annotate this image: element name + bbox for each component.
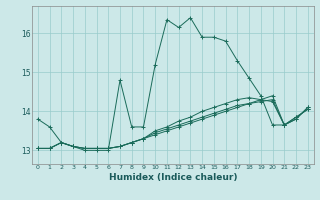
X-axis label: Humidex (Indice chaleur): Humidex (Indice chaleur) [108,173,237,182]
